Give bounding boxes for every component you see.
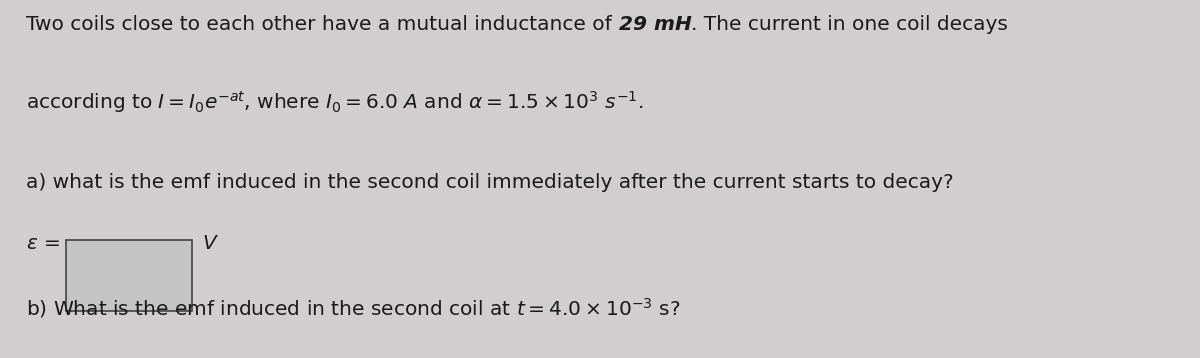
Bar <box>66 240 192 311</box>
Text: b) What is the emf induced in the second coil at $t = 4.0 \times 10^{-3}$ s?: b) What is the emf induced in the second… <box>26 296 682 320</box>
Text: according to $I = I_0 e^{-at}$, where $I_0 = 6.0$ $A$ and $\alpha = 1.5 \times 1: according to $I = I_0 e^{-at}$, where $I… <box>26 90 644 115</box>
Text: $\varepsilon$ =: $\varepsilon$ = <box>26 234 60 253</box>
Text: 29 mH: 29 mH <box>618 15 691 34</box>
Text: a) what is the emf induced in the second coil immediately after the current star: a) what is the emf induced in the second… <box>26 173 954 192</box>
Text: $V$: $V$ <box>202 234 218 253</box>
Text: Two coils close to each other have a mutual inductance of: Two coils close to each other have a mut… <box>26 15 618 34</box>
Text: . The current in one coil decays: . The current in one coil decays <box>691 15 1008 34</box>
